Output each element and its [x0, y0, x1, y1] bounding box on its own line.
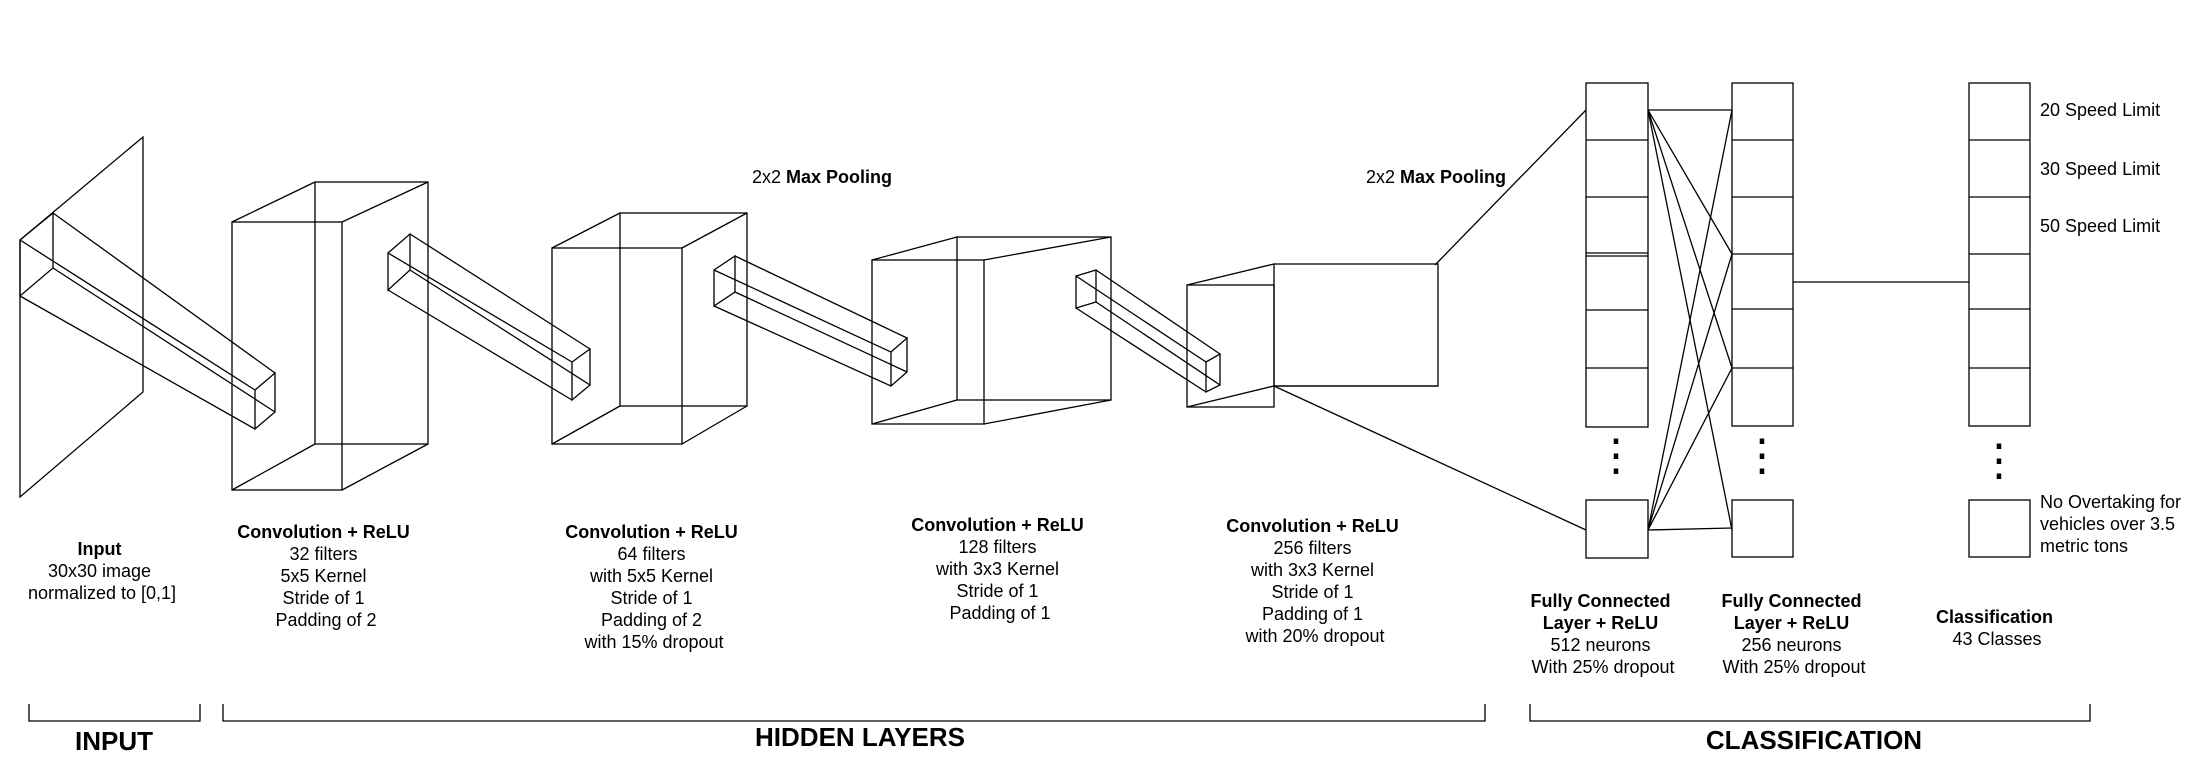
- class-label-20-speed-limit: 20 Speed Limit: [2040, 100, 2160, 120]
- fc2-column: [1731, 82, 1794, 558]
- fc1-ellipsis: ⋮: [1594, 431, 1638, 480]
- fc1-column: [1585, 82, 1649, 559]
- class-label-no-overtaking: No Overtaking for vehicles over 3.5 metr…: [2040, 492, 2186, 556]
- class-label-50-speed-limit: 50 Speed Limit: [2040, 216, 2160, 236]
- input-description: Input 30x30 image normalized to [0,1]: [28, 539, 176, 603]
- classification-description: Classification 43 Classes: [1936, 607, 2058, 649]
- section-bracket-input: [28, 704, 201, 722]
- conv2-volume: [551, 212, 908, 445]
- fc1-description: Fully Connected Layer + ReLU 512 neurons…: [1530, 591, 1675, 677]
- conv3-description: Convolution + ReLU 128 filters with 3x3 …: [911, 515, 1089, 623]
- input-image-plane: [19, 135, 276, 499]
- conv4-volume: [1186, 109, 1587, 531]
- conv1-volume: [231, 181, 591, 491]
- section-label-input: INPUT: [75, 726, 153, 756]
- classification-column: [1968, 82, 2031, 558]
- fc-connections: [1647, 109, 1969, 531]
- fc2-ellipsis: ⋮: [1740, 431, 1784, 480]
- pooling-label-1: 2x2 Max Pooling: [752, 167, 892, 187]
- section-label-classification: CLASSIFICATION: [1706, 725, 1922, 755]
- conv2-description: Convolution + ReLU 64 filters with 5x5 K…: [565, 522, 743, 652]
- conv4-description: Convolution + ReLU 256 filters with 3x3 …: [1226, 516, 1404, 646]
- classification-ellipsis: ⋮: [1977, 436, 2021, 485]
- fc2-description: Fully Connected Layer + ReLU 256 neurons…: [1721, 591, 1866, 677]
- section-bracket-classification: [1529, 704, 2091, 722]
- pooling-label-2: 2x2 Max Pooling: [1366, 167, 1506, 187]
- section-label-hidden-layers: HIDDEN LAYERS: [755, 722, 965, 752]
- class-label-30-speed-limit: 30 Speed Limit: [2040, 159, 2160, 179]
- conv1-description: Convolution + ReLU 32 filters 5x5 Kernel…: [237, 522, 415, 630]
- section-bracket-hidden: [222, 704, 1486, 722]
- conv3-volume: [871, 236, 1221, 425]
